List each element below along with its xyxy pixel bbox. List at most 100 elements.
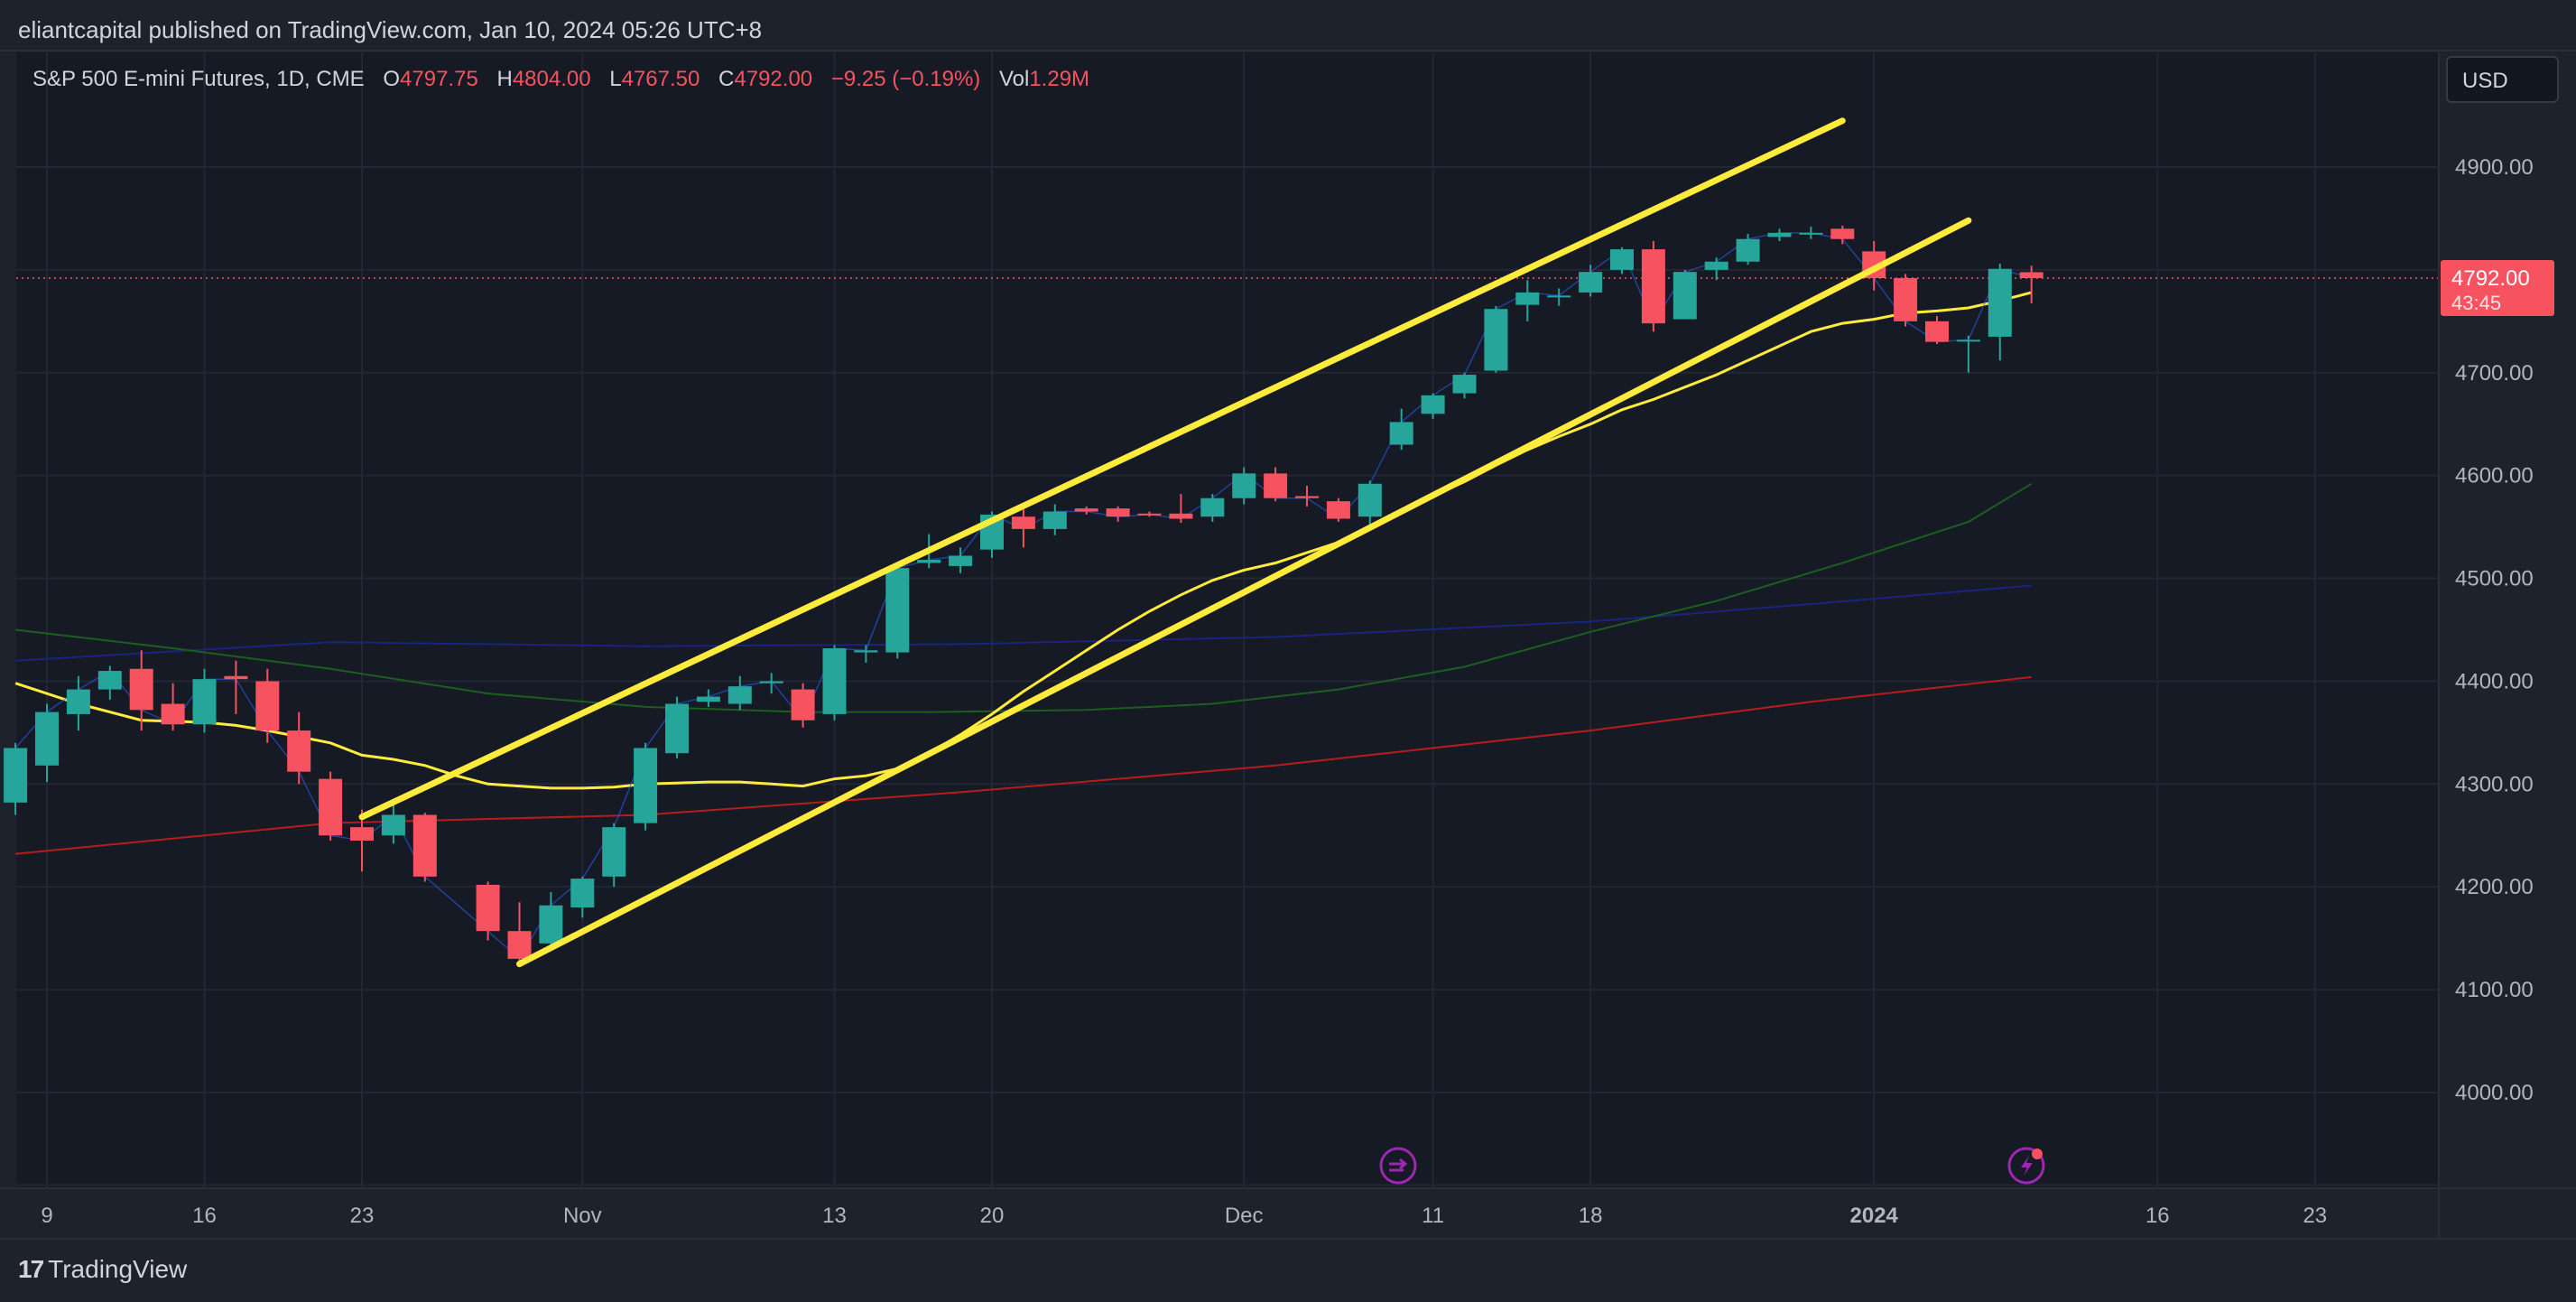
- candle-body: [1264, 473, 1288, 498]
- candle-body: [1484, 309, 1508, 371]
- symbol-name[interactable]: S&P 500 E-mini Futures, 1D, CME: [32, 67, 365, 91]
- candle-body: [1295, 496, 1319, 498]
- open-label: O: [383, 67, 401, 91]
- candle: [66, 675, 90, 731]
- candle-body: [602, 827, 626, 877]
- volume-label: Vol: [998, 67, 1030, 91]
- candle: [1515, 280, 1540, 321]
- candle-body: [1357, 483, 1382, 517]
- candle: [822, 645, 847, 721]
- candle-body: [1515, 292, 1540, 305]
- price-tag-price: 4792.00: [2451, 266, 2530, 291]
- candle: [1137, 511, 1162, 517]
- x-tick-label: Dec: [1225, 1204, 1264, 1228]
- candle: [1389, 408, 1413, 451]
- candle: [1673, 269, 1697, 320]
- candle-body: [1421, 395, 1445, 414]
- candle: [1169, 494, 1193, 524]
- tradingview-logo-icon: 17: [18, 1255, 44, 1283]
- candle: [885, 568, 910, 659]
- footer: 17 TradingView: [0, 1239, 2576, 1302]
- candle-body: [1579, 272, 1603, 293]
- candle-body: [791, 689, 815, 721]
- candle: [35, 703, 59, 783]
- currency-selector[interactable]: USD: [2446, 56, 2559, 103]
- x-tick-label: 11: [1422, 1204, 1444, 1228]
- axes[interactable]: 4900.004800.004700.004600.004500.004400.…: [41, 155, 2533, 1228]
- candle: [507, 902, 532, 962]
- candle-body: [1956, 339, 1980, 342]
- x-tick-label: Nov: [563, 1204, 602, 1228]
- candle: [949, 547, 973, 573]
- open-value: 4797.75: [400, 67, 478, 91]
- candle: [381, 799, 405, 844]
- dividends-icon[interactable]: [2007, 1147, 2045, 1185]
- candle-body: [1610, 249, 1634, 270]
- candle-body: [350, 827, 374, 841]
- y-tick-label: 4100.00: [2455, 978, 2534, 1002]
- candle-body: [1169, 513, 1193, 519]
- candle-body: [885, 568, 910, 653]
- candle-body: [1326, 501, 1350, 519]
- change-value: −9.25 (−0.19%): [830, 67, 981, 91]
- candle: [412, 813, 437, 882]
- publisher-line: eliantcapital published on TradingView.c…: [18, 16, 763, 43]
- candle: [1264, 467, 1288, 502]
- candle: [161, 683, 185, 731]
- symbol-legend[interactable]: S&P 500 E-mini Futures, 1D, CME O4797.75…: [32, 67, 1089, 92]
- candle: [1579, 265, 1603, 297]
- candle: [602, 823, 626, 888]
- y-tick-label: 4700.00: [2455, 361, 2534, 386]
- candle-body: [727, 686, 752, 704]
- candle-body: [2019, 272, 2043, 278]
- candle: [570, 876, 595, 918]
- brand-name: TradingView: [48, 1255, 188, 1283]
- candle: [1357, 480, 1382, 527]
- price-tag-countdown: 43:45: [2451, 292, 2501, 314]
- candle-body: [1799, 232, 1823, 235]
- candle-body: [665, 703, 689, 754]
- candle-body: [1074, 508, 1098, 512]
- candle-body: [854, 650, 878, 653]
- candle: [476, 881, 500, 941]
- candle: [1894, 274, 1918, 327]
- y-tick-label: 4000.00: [2455, 1081, 2534, 1105]
- candle: [1736, 234, 1760, 265]
- trendline[interactable]: [516, 217, 1972, 968]
- trendlines[interactable]: [358, 117, 1972, 968]
- candle: [1704, 257, 1728, 281]
- candle-body: [1641, 249, 1665, 324]
- close-line: [14, 232, 2032, 961]
- y-tick-label: 4200.00: [2455, 875, 2534, 899]
- candle-body: [1137, 513, 1162, 516]
- x-tick-label: 13: [822, 1204, 847, 1228]
- trendline[interactable]: [358, 117, 1846, 821]
- price-tag-box: [2441, 260, 2554, 316]
- candle: [1452, 372, 1477, 399]
- candle-body: [1925, 321, 1949, 342]
- price-tag: 4792.00 43:45: [2441, 260, 2554, 316]
- candle-body: [129, 668, 153, 711]
- candle: [1484, 305, 1508, 373]
- candle-body: [4, 748, 28, 803]
- candle-body: [1389, 422, 1413, 445]
- candle-body: [35, 711, 59, 766]
- candle-body: [224, 675, 248, 680]
- x-tick-label: 16: [2145, 1204, 2170, 1228]
- volume-value: 1.29M: [1029, 67, 1090, 91]
- y-tick-label: 4400.00: [2455, 669, 2534, 693]
- y-tick-label: 4900.00: [2455, 155, 2534, 180]
- x-tick-label: 16: [192, 1204, 217, 1228]
- y-tick-label: 4500.00: [2455, 567, 2534, 591]
- events-icon[interactable]: [1379, 1147, 1417, 1185]
- candle: [634, 742, 658, 831]
- tradingview-logo[interactable]: 17 TradingView: [18, 1255, 187, 1284]
- candle: [1988, 264, 2012, 361]
- candle: [192, 668, 217, 733]
- candle-body: [412, 814, 437, 877]
- candle-body: [1200, 498, 1225, 517]
- candle-body: [161, 703, 185, 725]
- candle-body: [1704, 261, 1728, 270]
- x-tick-label: 23: [2303, 1204, 2327, 1228]
